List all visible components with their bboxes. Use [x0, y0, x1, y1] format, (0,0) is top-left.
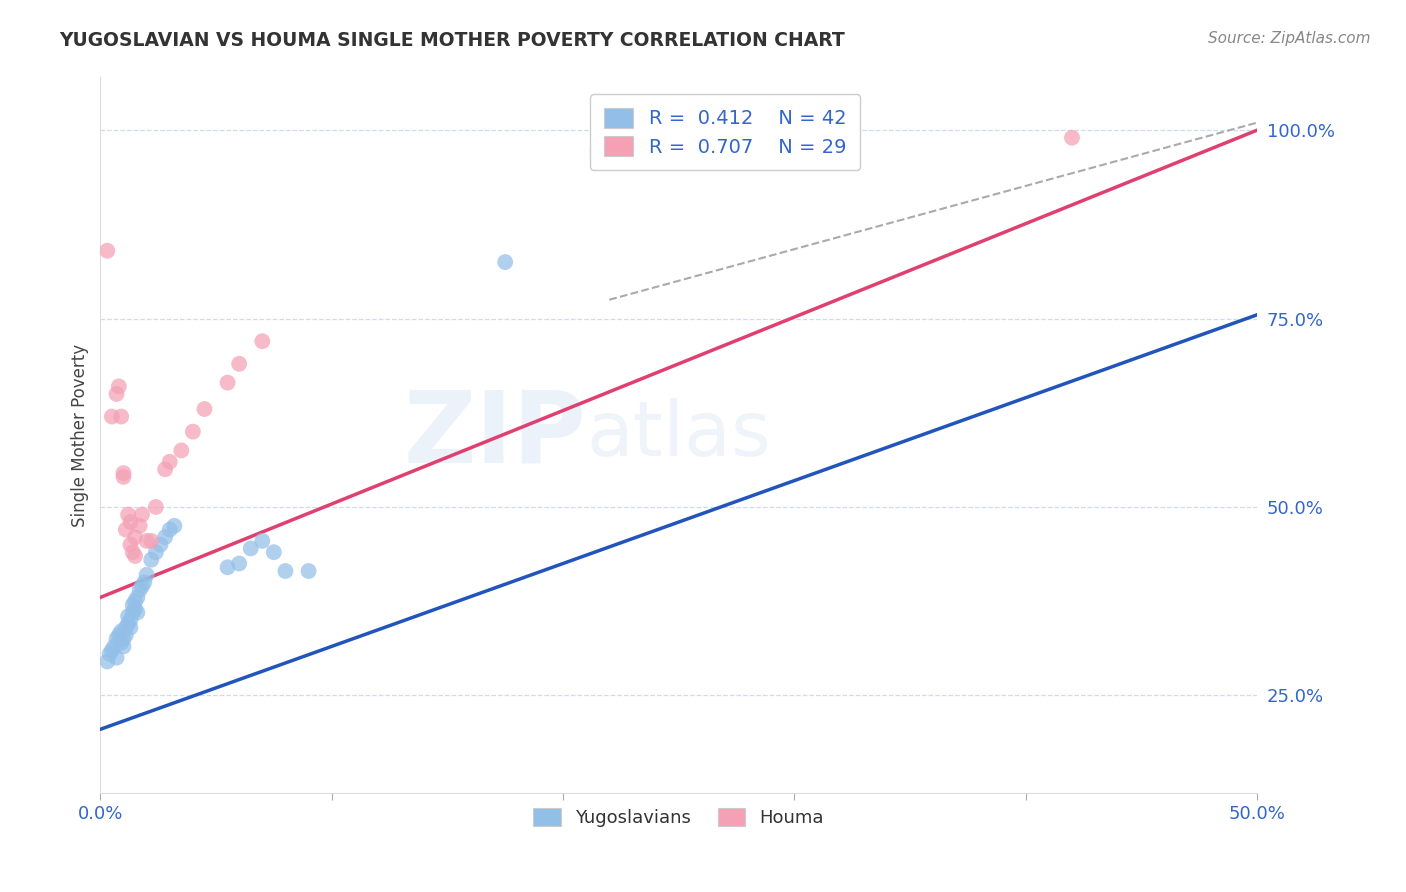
Point — [120, 515, 142, 529]
Point — [127, 606, 149, 620]
Point — [228, 557, 250, 571]
Point — [159, 523, 181, 537]
Point — [108, 379, 131, 393]
Point — [114, 628, 136, 642]
Text: YUGOSLAVIAN VS HOUMA SINGLE MOTHER POVERTY CORRELATION CHART: YUGOSLAVIAN VS HOUMA SINGLE MOTHER POVER… — [59, 31, 845, 50]
Point — [110, 409, 132, 424]
Point — [117, 616, 139, 631]
Point — [134, 575, 156, 590]
Point — [110, 624, 132, 639]
Point — [127, 591, 149, 605]
Point — [124, 594, 146, 608]
Point — [108, 628, 131, 642]
Text: Source: ZipAtlas.com: Source: ZipAtlas.com — [1208, 31, 1371, 46]
Point — [170, 443, 193, 458]
Point — [103, 640, 125, 654]
Point — [131, 508, 153, 522]
Point — [105, 650, 128, 665]
Point — [101, 409, 124, 424]
Point — [274, 564, 297, 578]
Point — [124, 549, 146, 563]
Point — [128, 518, 150, 533]
Point — [110, 635, 132, 649]
Point — [105, 387, 128, 401]
Point — [112, 640, 135, 654]
Point — [141, 533, 163, 548]
Point — [101, 643, 124, 657]
Point — [149, 538, 172, 552]
Text: ZIP: ZIP — [404, 387, 586, 483]
Point — [141, 553, 163, 567]
Point — [586, 145, 609, 159]
Point — [239, 541, 262, 556]
Point — [98, 647, 121, 661]
Point — [114, 523, 136, 537]
Point — [297, 564, 319, 578]
Point — [96, 655, 118, 669]
Point — [121, 606, 143, 620]
Point — [145, 500, 167, 514]
Point — [145, 545, 167, 559]
Point — [121, 545, 143, 559]
Point — [131, 579, 153, 593]
Point — [112, 632, 135, 646]
Point — [96, 244, 118, 258]
Point — [228, 357, 250, 371]
Point — [783, 142, 806, 156]
Point — [120, 621, 142, 635]
Point — [217, 560, 239, 574]
Point — [135, 567, 157, 582]
Point — [252, 334, 274, 349]
Point — [159, 455, 181, 469]
Point — [117, 609, 139, 624]
Point — [124, 601, 146, 615]
Point — [153, 530, 176, 544]
Point — [114, 621, 136, 635]
Point — [252, 533, 274, 548]
Point — [181, 425, 204, 439]
Point — [1060, 130, 1083, 145]
Point — [153, 462, 176, 476]
Point — [217, 376, 239, 390]
Y-axis label: Single Mother Poverty: Single Mother Poverty — [72, 343, 89, 527]
Point — [494, 255, 516, 269]
Point — [193, 402, 215, 417]
Point — [128, 582, 150, 597]
Legend: Yugoslavians, Houma: Yugoslavians, Houma — [526, 801, 831, 834]
Point — [121, 598, 143, 612]
Point — [105, 632, 128, 646]
Text: atlas: atlas — [586, 399, 770, 473]
Point — [120, 538, 142, 552]
Point — [112, 470, 135, 484]
Point — [124, 530, 146, 544]
Point — [163, 518, 186, 533]
Point — [263, 545, 285, 559]
Point — [117, 508, 139, 522]
Point — [135, 533, 157, 548]
Point — [120, 613, 142, 627]
Point — [112, 466, 135, 480]
